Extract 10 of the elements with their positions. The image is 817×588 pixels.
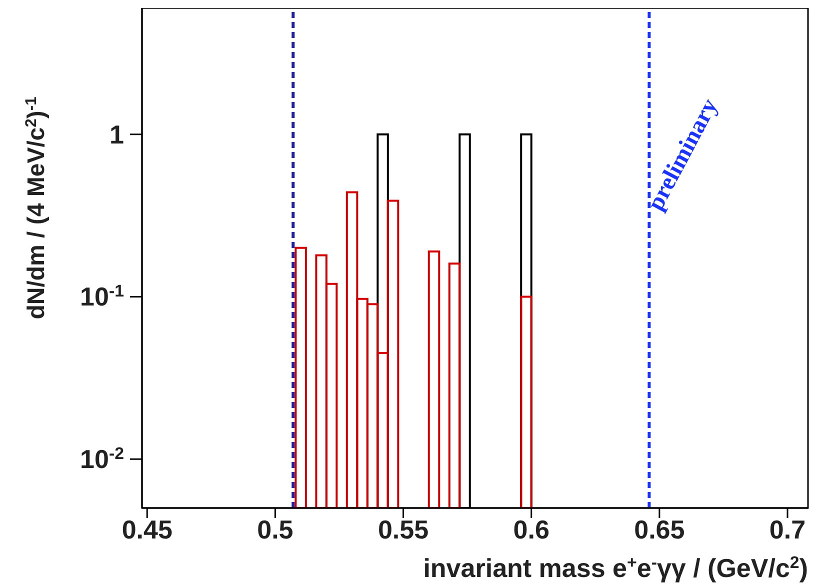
x-tick-label: 0.7 <box>769 514 806 544</box>
y-tick-label: 10$^{-2}$ <box>80 444 124 474</box>
x-axis-title: invariant mass e$^{+}$e$^{-}$γγ / (GeV/c$^{2}$) <box>423 552 808 583</box>
y-tick-label: 1 <box>110 119 124 150</box>
x-tick-label: 0.45 <box>122 514 172 544</box>
x-tick-label: 0.65 <box>634 514 685 544</box>
x-tick-label: 0.6 <box>513 514 550 544</box>
y-tick-label: 10$^{-1}$ <box>80 281 124 312</box>
x-tick-label: 0.55 <box>378 514 429 544</box>
x-tick-label: 0.5 <box>257 514 294 544</box>
